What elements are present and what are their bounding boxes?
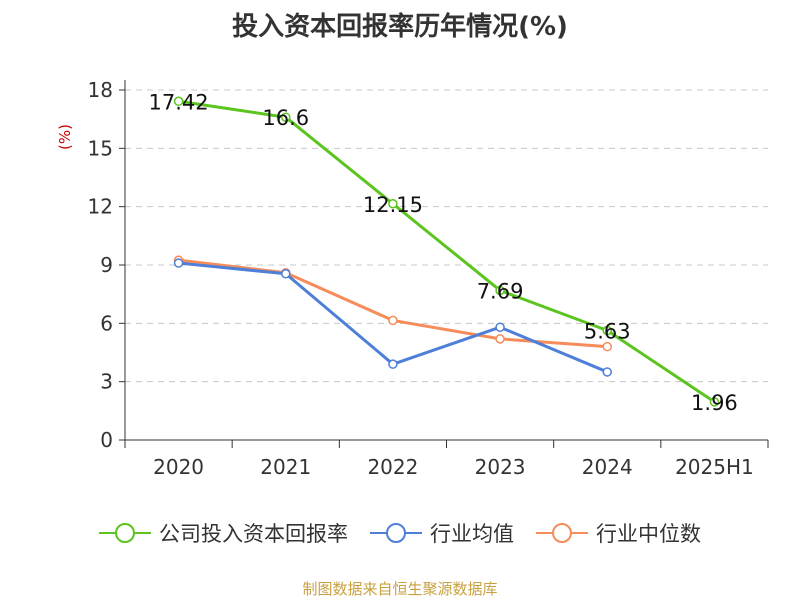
series-point <box>173 96 184 107</box>
legend-swatch-icon <box>370 523 422 543</box>
series-point <box>388 199 398 209</box>
x-tick-label: 2021 <box>260 455 311 479</box>
legend-swatch-icon <box>536 523 588 543</box>
y-tick-label: 18 <box>88 78 113 102</box>
y-tick-label: 12 <box>88 195 113 219</box>
data-label: 17.42 <box>149 90 209 114</box>
x-tick-label: 2020 <box>153 455 204 479</box>
legend-label-industry-mean: 行业均值 <box>430 522 514 546</box>
series-point <box>602 367 612 377</box>
data-labels: 17.42 16.6 12.15 7.69 5.63 1.96 <box>149 90 738 415</box>
series-line <box>178 99 716 404</box>
y-tick-label: 15 <box>88 136 113 160</box>
x-tick-label: 2024 <box>582 455 633 479</box>
axes: 0 3 6 9 12 15 18 2020 2021 2022 2023 2024 2025H1 <box>88 78 769 479</box>
data-label: 16.6 <box>262 106 309 130</box>
grid-lines <box>125 89 768 383</box>
y-tick-label: 6 <box>100 311 113 335</box>
x-tick-label: 2023 <box>475 455 526 479</box>
series-point <box>281 112 291 122</box>
y-tick-label: 9 <box>100 253 113 277</box>
x-tick-label: 2025H1 <box>675 455 754 479</box>
series-point <box>602 341 612 352</box>
series-point <box>495 322 505 332</box>
legend-swatch-icon <box>99 523 151 543</box>
series-point <box>602 325 612 336</box>
legend-label-company: 公司投入资本回报率 <box>159 522 348 546</box>
series-point <box>709 397 720 407</box>
series-lines <box>173 96 720 407</box>
legend-item-industry-median[interactable]: 行业中位数 <box>536 518 701 548</box>
series-point <box>495 334 505 344</box>
series-point <box>281 269 291 279</box>
x-tick-label: 2022 <box>367 455 418 479</box>
legend: 公司投入资本回报率 行业均值 行业中位数 <box>0 518 800 548</box>
legend-label-industry-median: 行业中位数 <box>596 522 701 546</box>
series-line <box>178 258 608 349</box>
series-point <box>173 258 184 268</box>
data-source-note: 制图数据来自恒生聚源数据库 <box>302 580 498 598</box>
series-point <box>388 359 398 369</box>
data-label: 1.96 <box>691 391 738 415</box>
series-point <box>495 285 505 296</box>
y-tick-label: 0 <box>100 428 113 452</box>
y-tick-label: 3 <box>100 370 113 394</box>
legend-item-industry-mean[interactable]: 行业均值 <box>370 518 514 548</box>
legend-item-company[interactable]: 公司投入资本回报率 <box>99 518 348 548</box>
chart-title: 投入资本回报率历年情况(%) <box>232 12 568 42</box>
data-label: 7.69 <box>477 279 524 303</box>
data-label: 5.63 <box>584 320 631 344</box>
data-label: 12.15 <box>363 193 423 217</box>
series-point <box>388 315 398 326</box>
